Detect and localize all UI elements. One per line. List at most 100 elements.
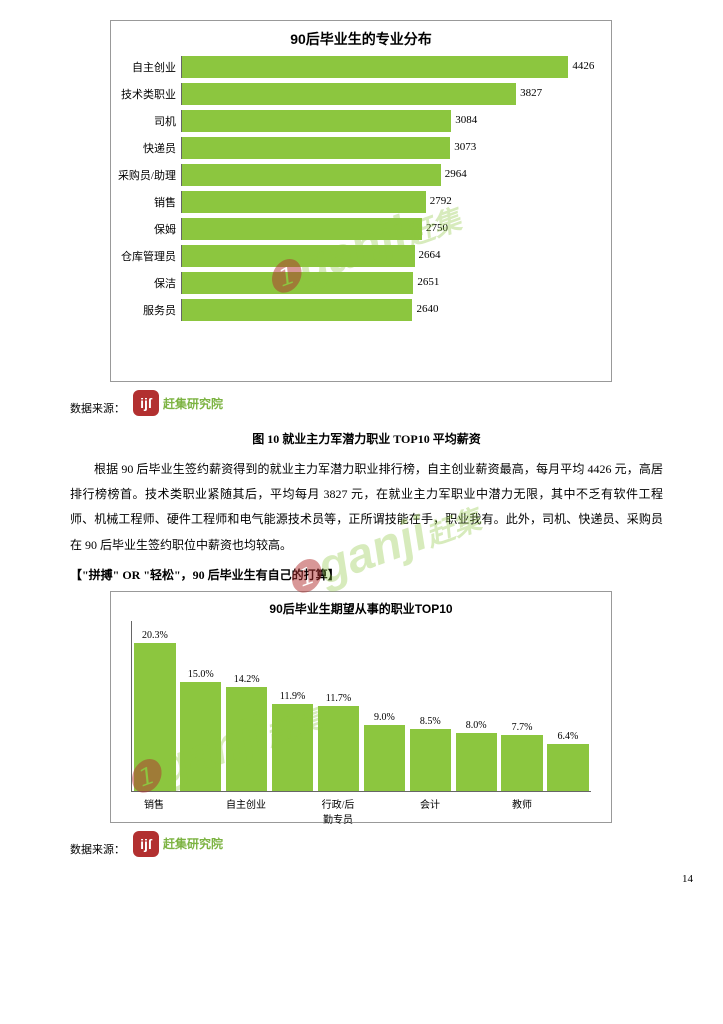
vbar-x-label bbox=[271, 796, 312, 826]
hbar-fill: 2964 bbox=[182, 164, 441, 186]
hbar-track: 2640 bbox=[181, 299, 601, 321]
chart2-title: 90后毕业生期望从事的职业TOP10 bbox=[111, 592, 611, 621]
vbar-col: 11.9% bbox=[272, 691, 313, 791]
vbar-fill bbox=[410, 729, 451, 791]
logo-badge-icon: ĳſ bbox=[133, 390, 159, 416]
hbar-value: 2640 bbox=[412, 303, 438, 315]
vbar-col: 20.3% bbox=[134, 630, 175, 791]
vbar-col: 15.0% bbox=[180, 669, 221, 791]
vbar-col: 9.0% bbox=[364, 712, 405, 790]
vbar-value: 11.7% bbox=[326, 693, 351, 704]
vbar-x-label bbox=[547, 796, 588, 826]
vbar-value: 14.2% bbox=[234, 674, 260, 685]
hbar-label: 司机 bbox=[111, 113, 176, 129]
hbar-fill: 2640 bbox=[182, 299, 412, 321]
chart2-x-labels: 销售自主创业行政/后勤专员会计教师 bbox=[131, 796, 591, 826]
hbar-value: 2964 bbox=[441, 168, 467, 180]
page-container: ❶ganji赶集 ❶ganji赶集 ❶ganji赶集 90后毕业生的专业分布 自… bbox=[0, 0, 723, 891]
hbar-value: 2750 bbox=[422, 222, 448, 234]
page-number: 14 bbox=[682, 873, 693, 885]
hbar-track: 2651 bbox=[181, 272, 601, 294]
vbar-x-label: 教师 bbox=[501, 796, 542, 826]
vbar-x-label: 销售 bbox=[133, 796, 174, 826]
hbar-fill: 3073 bbox=[182, 137, 450, 159]
hbar-chart: 90后毕业生的专业分布 自主创业4426技术类职业3827司机3084快递员30… bbox=[110, 20, 612, 382]
vbar-fill bbox=[364, 725, 405, 790]
vbar-fill bbox=[226, 687, 267, 790]
vbar-fill bbox=[180, 682, 221, 791]
source-row-2: 数据来源： ĳſ 赶集研究院 bbox=[70, 831, 663, 857]
hbar-track: 4426 bbox=[181, 56, 601, 78]
vbar-fill bbox=[456, 733, 497, 791]
body-paragraph: 根据 90 后毕业生签约薪资得到的就业主力军潜力职业排行榜，自主创业薪资最高，每… bbox=[70, 457, 663, 558]
hbar-row: 自主创业4426 bbox=[181, 53, 601, 80]
logo-text: 赶集研究院 bbox=[163, 835, 223, 852]
hbar-label: 快递员 bbox=[111, 140, 176, 156]
chart1-plot-area: 自主创业4426技术类职业3827司机3084快递员3073采购员/助理2964… bbox=[181, 53, 601, 363]
hbar-track: 3827 bbox=[181, 83, 601, 105]
hbar-label: 销售 bbox=[111, 194, 176, 210]
hbar-fill: 4426 bbox=[182, 56, 568, 78]
hbar-row: 技术类职业3827 bbox=[181, 80, 601, 107]
hbar-label: 自主创业 bbox=[111, 59, 176, 75]
hbar-value: 2651 bbox=[413, 276, 439, 288]
hbar-row: 仓库管理员2664 bbox=[181, 242, 601, 269]
logo-badge-icon: ĳſ bbox=[133, 831, 159, 857]
hbar-track: 2792 bbox=[181, 191, 601, 213]
hbar-fill: 3084 bbox=[182, 110, 451, 132]
hbar-label: 采购员/助理 bbox=[111, 167, 176, 183]
chart2-plot-area: 20.3% 15.0% 14.2% 11.9% 11.7% 9.0% 8.5%8.0% 7.7… bbox=[131, 621, 591, 792]
vbar-col: 11.7% bbox=[318, 693, 359, 791]
vbar-x-label: 行政/后勤专员 bbox=[317, 796, 358, 826]
hbar-label: 服务员 bbox=[111, 302, 176, 318]
vbar-col: 14.2% bbox=[226, 674, 267, 790]
logo-text: 赶集研究院 bbox=[163, 395, 223, 412]
hbar-track: 2664 bbox=[181, 245, 601, 267]
vbar-x-label bbox=[179, 796, 220, 826]
hbar-fill: 2750 bbox=[182, 218, 422, 240]
source-row-1: 数据来源： ĳſ 赶集研究院 bbox=[70, 390, 663, 416]
hbar-track: 2750 bbox=[181, 218, 601, 240]
hbar-label: 技术类职业 bbox=[111, 86, 176, 102]
vbar-col: 8.5% bbox=[410, 716, 451, 791]
hbar-row: 销售2792 bbox=[181, 188, 601, 215]
vbar-x-label: 会计 bbox=[409, 796, 450, 826]
hbar-row: 服务员2640 bbox=[181, 296, 601, 323]
vbar-fill bbox=[272, 704, 313, 791]
hbar-value: 3073 bbox=[450, 141, 476, 153]
hbar-value: 3827 bbox=[516, 87, 542, 99]
hbar-value: 2664 bbox=[415, 249, 441, 261]
vbar-fill bbox=[547, 744, 588, 791]
vbar-col: 8.0% bbox=[456, 720, 497, 791]
vbar-col: 6.4% bbox=[547, 731, 588, 791]
vbar-chart: 90后毕业生期望从事的职业TOP10 20.3% 15.0% 14.2% 11.9% 1… bbox=[110, 591, 612, 823]
hbar-row: 司机3084 bbox=[181, 107, 601, 134]
hbar-label: 保洁 bbox=[111, 275, 176, 291]
hbar-label: 仓库管理员 bbox=[111, 248, 176, 264]
section-heading: 【"拼搏" OR "轻松"，90 后毕业生有自己的打算】 bbox=[70, 566, 663, 583]
vbar-value: 15.0% bbox=[188, 669, 214, 680]
hbar-label: 保姆 bbox=[111, 221, 176, 237]
hbar-value: 3084 bbox=[451, 114, 477, 126]
vbar-fill bbox=[318, 706, 359, 791]
vbar-x-label bbox=[455, 796, 496, 826]
hbar-row: 快递员3073 bbox=[181, 134, 601, 161]
vbar-fill bbox=[501, 735, 542, 791]
chart1-title: 90后毕业生的专业分布 bbox=[111, 21, 611, 53]
hbar-fill: 2664 bbox=[182, 245, 415, 267]
source-label: 数据来源： bbox=[70, 400, 125, 416]
hbar-track: 3084 bbox=[181, 110, 601, 132]
vbar-value: 7.7% bbox=[512, 722, 533, 733]
vbar-col: 7.7% bbox=[501, 722, 542, 791]
figure-caption-1: 图 10 就业主力军潜力职业 TOP10 平均薪资 bbox=[70, 430, 663, 447]
hbar-track: 3073 bbox=[181, 137, 601, 159]
hbar-fill: 2792 bbox=[182, 191, 426, 213]
hbar-fill: 3827 bbox=[182, 83, 516, 105]
hbar-row: 保姆2750 bbox=[181, 215, 601, 242]
hbar-row: 采购员/助理2964 bbox=[181, 161, 601, 188]
hbar-value: 2792 bbox=[426, 195, 452, 207]
vbar-value: 11.9% bbox=[280, 691, 305, 702]
hbar-value: 4426 bbox=[568, 60, 594, 72]
vbar-value: 9.0% bbox=[374, 712, 395, 723]
hbar-fill: 2651 bbox=[182, 272, 413, 294]
